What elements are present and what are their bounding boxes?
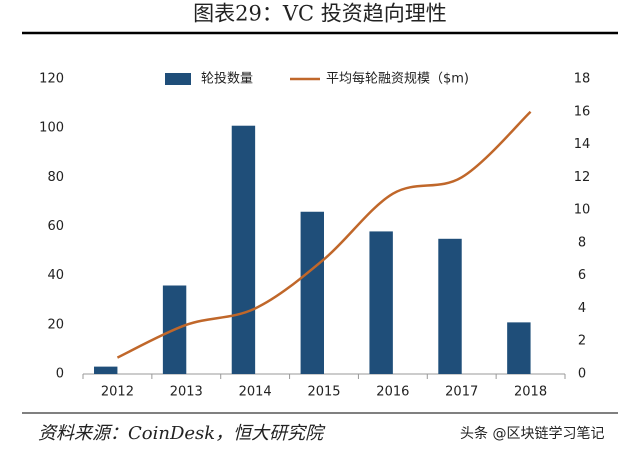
watermark: 头条 @区块链学习笔记: [460, 425, 604, 442]
bar: [94, 366, 118, 374]
y-tick-label: 20: [47, 317, 64, 332]
x-tick-label: 2018: [514, 385, 547, 400]
bar: [369, 231, 393, 374]
bar: [231, 125, 256, 374]
source: 资料来源：CoinDesk，恒大研究院: [38, 423, 326, 444]
legend-swatch: [165, 73, 191, 85]
bar: [507, 322, 531, 374]
y2-tick-label: 4: [578, 301, 586, 316]
y2-tick-label: 10: [574, 203, 591, 218]
y-tick-label: 80: [47, 170, 64, 185]
chart-title: 图表29：VC 投资趋向理性: [193, 2, 447, 26]
y-tick-label: 100: [39, 121, 64, 136]
x-tick-label: 2012: [101, 385, 134, 400]
y2-tick-label: 14: [574, 137, 591, 152]
y2-tick-label: 16: [574, 104, 591, 119]
y2-tick-label: 2: [578, 334, 586, 349]
x-tick-label: 2016: [376, 385, 409, 400]
bar: [438, 238, 462, 374]
y-tick-label: 120: [39, 72, 64, 87]
line: [116, 110, 532, 359]
x-tick-label: 2013: [170, 385, 203, 400]
y-tick-label: 60: [47, 219, 64, 234]
bar: [300, 211, 324, 374]
legend-label: 平均每轮融资规模（$m): [326, 71, 469, 87]
x-tick-label: 2014: [239, 385, 272, 400]
y2-tick-label: 6: [578, 268, 586, 283]
y2-tick-label: 12: [574, 170, 591, 185]
x-tick-label: 2015: [307, 385, 340, 400]
y2-tick-label: 18: [574, 72, 591, 87]
y-tick-label: 0: [56, 367, 64, 382]
legend-label: 轮投数量: [201, 71, 253, 87]
x-tick-label: 2017: [445, 385, 478, 400]
y2-tick-label: 0: [578, 367, 586, 382]
y2-tick-label: 8: [578, 235, 586, 250]
y-tick-label: 40: [47, 268, 64, 283]
